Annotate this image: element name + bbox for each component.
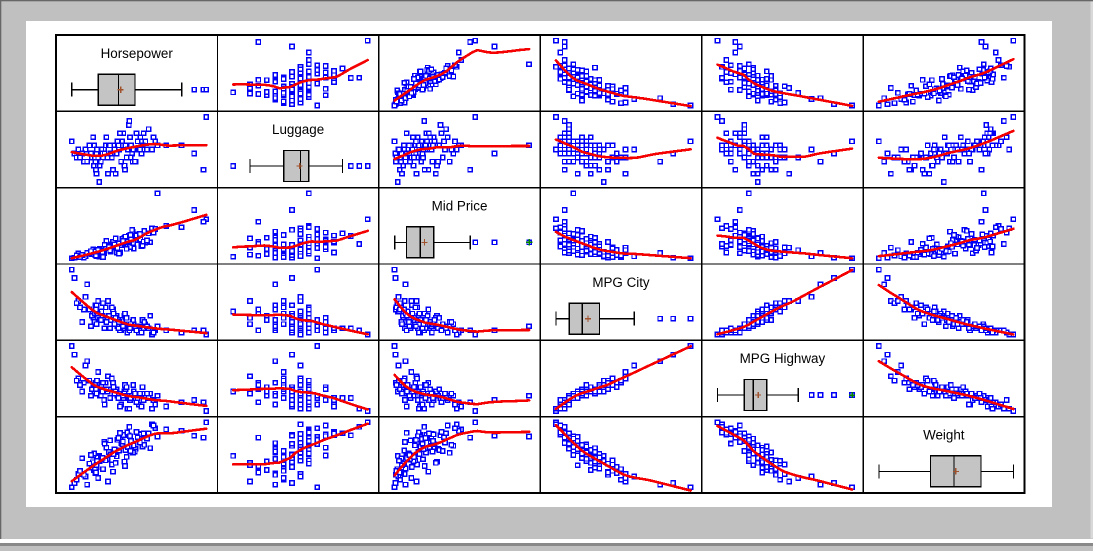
svg-text:MPG City: MPG City [592,275,650,290]
svg-text:Mid Price: Mid Price [432,199,488,214]
svg-text:Weight: Weight [923,428,965,443]
svg-text:Horsepower: Horsepower [101,46,174,61]
svg-text:Luggage: Luggage [272,122,324,137]
svg-text:MPG Highway: MPG Highway [740,351,826,366]
